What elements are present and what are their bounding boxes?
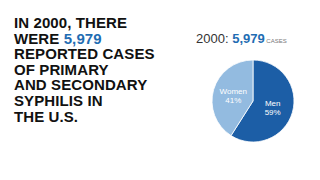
slice-value: 59% — [265, 108, 281, 117]
pie-title-part: CASES — [265, 38, 287, 44]
slice-category: Men — [265, 99, 281, 108]
pie-title-part: 5,979 — [229, 31, 265, 46]
pie-chart: 2000: 5,979 CASES Men59% Women41% — [0, 0, 320, 180]
slice-category: Women — [220, 87, 247, 96]
headline: IN 2000, THERE WERE 5,979 REPORTED CASES… — [14, 15, 189, 124]
pie-title-part: 2000: — [196, 31, 229, 46]
pie-slice — [212, 60, 253, 136]
headline-number: 5,979 — [64, 30, 102, 47]
slice-value: 41% — [225, 96, 241, 105]
pie-title: 2000: 5,979 CASES — [196, 31, 287, 46]
